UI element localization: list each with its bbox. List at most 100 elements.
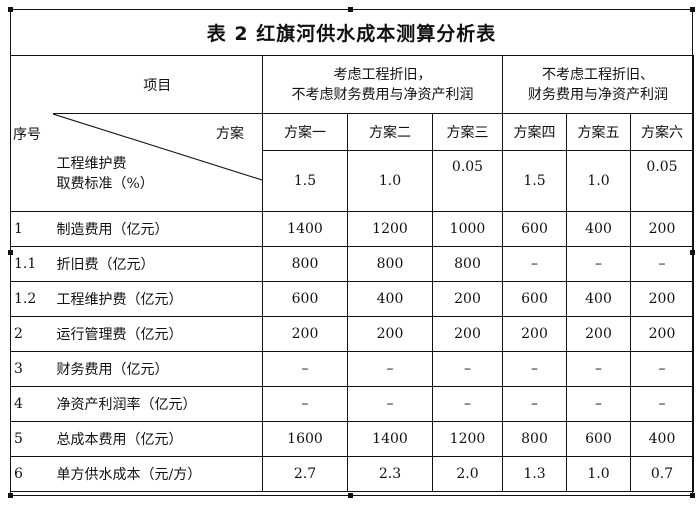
cell-value: 200: [432, 316, 503, 352]
cell-value: –: [432, 386, 503, 422]
row-seq: 1.1: [10, 246, 53, 282]
cell-value: 200: [502, 316, 567, 352]
table-row: 2 运行管理费（亿元） 200 200 200 200 200 200: [10, 316, 694, 352]
cell-value: 200: [630, 316, 694, 352]
cell-value: 400: [347, 281, 433, 317]
std-label-line2: 取费标准（%）: [56, 176, 154, 192]
group1-header: 考虑工程折旧， 不考虑财务费用与净资产利润: [262, 55, 503, 114]
std-value: 1.5: [502, 150, 567, 212]
cell-value: 200: [262, 316, 348, 352]
plan-col-header: 方案四: [502, 113, 567, 151]
row-seq: 4: [10, 386, 53, 422]
cell-value: 600: [502, 211, 567, 247]
selection-handle[interactable]: [348, 493, 353, 498]
row-seq: 1: [10, 211, 53, 247]
cell-value: –: [502, 386, 567, 422]
plan-header: 方案: [216, 126, 244, 142]
cell-value: 200: [630, 211, 694, 247]
group1-header-line2: 不考虑财务费用与净资产利润: [291, 86, 474, 103]
row-seq: 1.2: [10, 281, 53, 317]
group2-header-line1: 不考虑工程折旧、: [542, 66, 654, 83]
cell-value: 1200: [432, 421, 503, 457]
cell-value: 400: [566, 211, 631, 247]
seq-header: 序号: [10, 55, 53, 212]
cell-value: 1.0: [566, 456, 631, 492]
plan-col-header: 方案二: [347, 113, 433, 151]
std-value: 0.05: [630, 150, 694, 212]
std-value: 1.5: [262, 150, 348, 212]
std-value: 1.0: [566, 150, 631, 212]
row-item: 单方供水成本（元/方）: [52, 456, 263, 492]
cell-value: 600: [566, 421, 631, 457]
cell-value: 200: [347, 316, 433, 352]
table-row: 1.1 折旧费（亿元） 800 800 800 – – –: [10, 246, 694, 282]
cell-value: 2.0: [432, 456, 503, 492]
row-item: 制造费用（亿元）: [52, 211, 263, 247]
table-row: 1.2 工程维护费（亿元） 600 400 200 600 400 200: [10, 281, 694, 317]
cell-value: 1400: [262, 211, 348, 247]
group1-header-line1: 考虑工程折旧，: [333, 66, 432, 83]
cell-value: –: [630, 351, 694, 387]
row-seq: 2: [10, 316, 53, 352]
row-seq: 6: [10, 456, 53, 492]
cell-value: –: [262, 351, 348, 387]
selection-handle[interactable]: [8, 493, 13, 498]
cell-value: 400: [630, 421, 694, 457]
cell-value: 800: [502, 421, 567, 457]
table-row: 5 总成本费用（亿元） 1600 1400 1200 800 600 400: [10, 421, 694, 457]
row-item: 财务费用（亿元）: [52, 351, 263, 387]
row-item: 折旧费（亿元）: [52, 246, 263, 282]
cell-value: 600: [502, 281, 567, 317]
cell-value: –: [347, 386, 433, 422]
selection-handle[interactable]: [690, 7, 695, 12]
row-item: 工程维护费（亿元）: [52, 281, 263, 317]
cell-value: 1000: [432, 211, 503, 247]
table-row: 1 制造费用（亿元） 1400 1200 1000 600 400 200: [10, 211, 694, 247]
cell-value: 200: [432, 281, 503, 317]
group2-header-line2: 财务费用与净资产利润: [528, 86, 668, 103]
row-item: 运行管理费（亿元）: [52, 316, 263, 352]
cell-value: –: [566, 351, 631, 387]
std-value: 0.05: [432, 150, 503, 212]
table-row: 4 净资产利润率（亿元） – – – – – –: [10, 386, 694, 422]
cell-value: 800: [347, 246, 433, 282]
cell-value: –: [262, 386, 348, 422]
cell-value: 1.3: [502, 456, 567, 492]
selection-handle[interactable]: [8, 7, 13, 12]
cell-value: –: [432, 351, 503, 387]
std-label-line1: 工程维护费: [56, 156, 127, 172]
cell-value: –: [566, 246, 631, 282]
cell-value: –: [566, 386, 631, 422]
group2-header: 不考虑工程折旧、 财务费用与净资产利润: [502, 55, 694, 114]
row-seq: 5: [10, 421, 53, 457]
row-item: 总成本费用（亿元）: [52, 421, 263, 457]
cell-value: 0.7: [630, 456, 694, 492]
cell-value: 800: [432, 246, 503, 282]
cell-value: 200: [566, 316, 631, 352]
selection-handle[interactable]: [690, 493, 695, 498]
cell-value: 2.7: [262, 456, 348, 492]
plan-col-header: 方案一: [262, 113, 348, 151]
cell-value: 600: [262, 281, 348, 317]
row-seq: 3: [10, 351, 53, 387]
diagonal-header-cell: 方案 工程维护费 取费标准（%）: [52, 113, 263, 212]
cell-value: 400: [566, 281, 631, 317]
plan-col-header: 方案三: [432, 113, 503, 151]
cell-value: –: [502, 246, 567, 282]
table-row: 3 财务费用（亿元） – – – – – –: [10, 351, 694, 387]
cell-value: 800: [262, 246, 348, 282]
cell-value: –: [502, 351, 567, 387]
row-item: 净资产利润率（亿元）: [52, 386, 263, 422]
cell-value: 1400: [347, 421, 433, 457]
item-header: 项目: [52, 55, 263, 114]
std-value: 1.0: [347, 150, 433, 212]
cell-value: –: [630, 246, 694, 282]
cell-value: 200: [630, 281, 694, 317]
cell-value: 2.3: [347, 456, 433, 492]
diagonal-line: [52, 114, 262, 181]
plan-col-header: 方案五: [566, 113, 631, 151]
table-row: 6 单方供水成本（元/方） 2.7 2.3 2.0 1.3 1.0 0.7: [10, 456, 694, 492]
cell-value: 1200: [347, 211, 433, 247]
selection-handle[interactable]: [348, 7, 353, 12]
cell-value: –: [630, 386, 694, 422]
